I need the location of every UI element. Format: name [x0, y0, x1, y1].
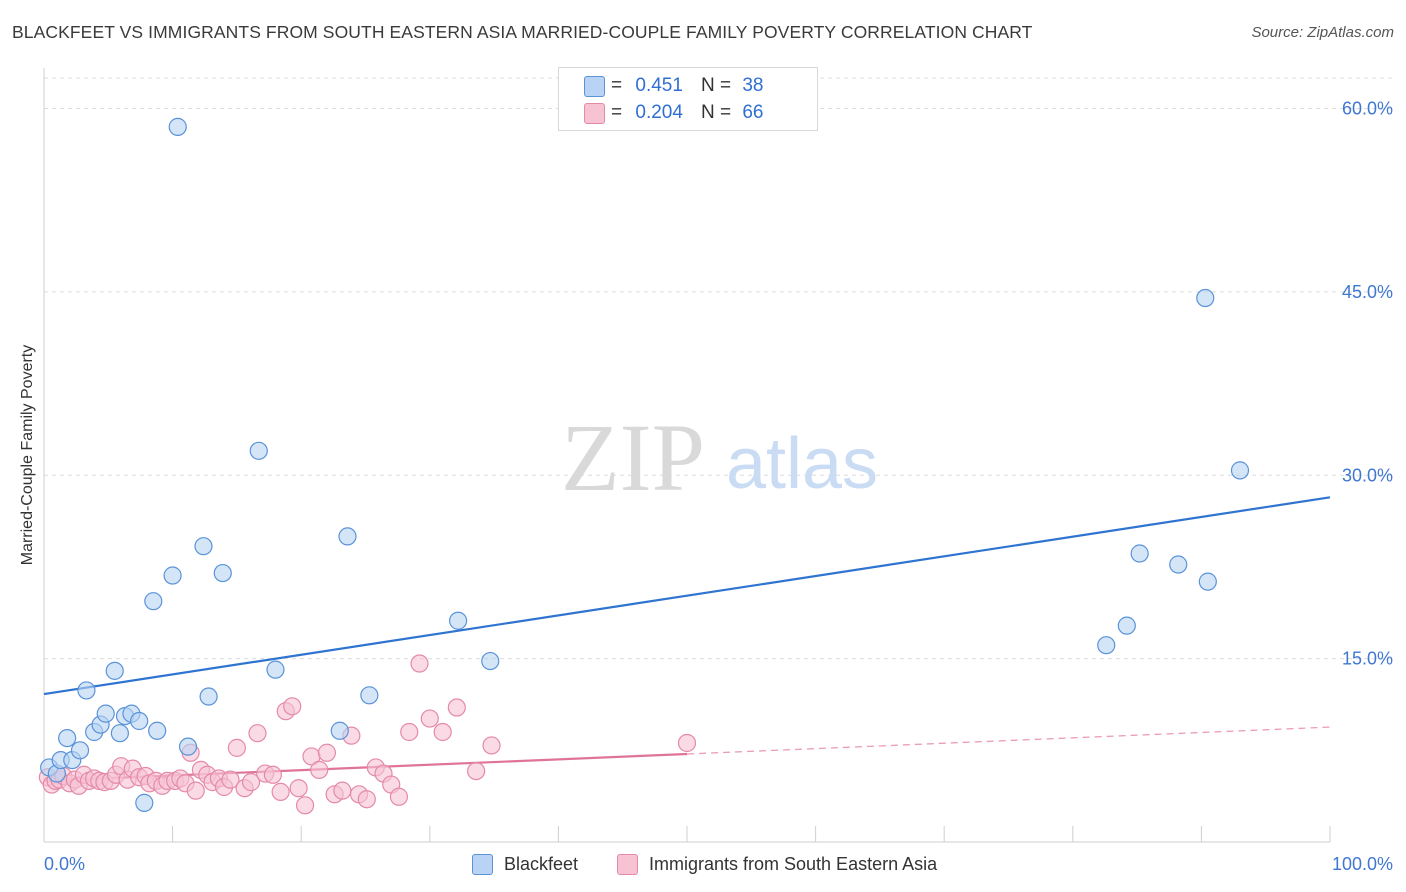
x-tick-label-max: 100.0% [1332, 854, 1393, 874]
stats-legend: R = 0.451 N = 38 R = 0.204 N = 66 [558, 67, 818, 131]
blackfeet-point [1130, 544, 1149, 563]
immigrants-point [482, 736, 501, 755]
immigrants-point [289, 779, 308, 798]
blackfeet-point [163, 566, 182, 585]
blackfeet-point [70, 741, 90, 760]
blackfeet-point [448, 611, 468, 630]
immigrants-point [447, 698, 466, 717]
legend-label: Blackfeet [504, 853, 579, 874]
blackfeet-point [330, 721, 349, 740]
immigrants-point [227, 738, 246, 757]
y-tick-label: 60.0% [1342, 99, 1393, 119]
immigrants-point [410, 654, 429, 673]
blackfeet-point [1097, 636, 1116, 655]
immigrants-point [295, 796, 315, 815]
legend-row-immigrants: R = 0.204 N = 66 [584, 101, 764, 125]
immigrants-point [677, 733, 697, 753]
watermark-zip: ZIP [561, 404, 705, 511]
immigrants-point [241, 773, 261, 792]
blackfeet-point [338, 527, 357, 546]
blackfeet-point [130, 711, 149, 731]
blackfeet-point [1196, 288, 1215, 308]
immigrants-point [271, 782, 290, 801]
immigrants-point [310, 760, 329, 779]
blackfeet-point [1230, 461, 1250, 480]
y-tick-label: 45.0% [1342, 282, 1393, 302]
immigrants-point [420, 709, 439, 728]
n-label: N = [700, 75, 732, 96]
y-tick-label: 15.0% [1342, 649, 1393, 669]
legend-row-blackfeet: R = 0.451 N = 38 [584, 74, 764, 98]
immigrants-point [466, 762, 486, 781]
blackfeet-point [199, 687, 218, 706]
immigrants-point [333, 781, 352, 800]
legend-item-blackfeet: Blackfeet [472, 852, 578, 876]
immigrants-point [221, 770, 240, 789]
chart-title: BLACKFEET VS IMMIGRANTS FROM SOUTH EASTE… [12, 22, 1033, 42]
immigrants-point [389, 787, 409, 806]
blackfeet-point [148, 721, 167, 740]
blackfeet-point [213, 563, 232, 583]
immigrants-trend-extension [686, 726, 1331, 755]
r-value: 0.204 [635, 102, 683, 123]
immigrants-point [263, 765, 283, 784]
immigrants-point [317, 743, 337, 762]
blackfeet-point [178, 737, 198, 756]
blackfeet-point [249, 441, 268, 460]
blackfeet-point [194, 537, 213, 556]
blackfeet-point [144, 592, 163, 611]
tick-labels: 15.0% 30.0% 45.0% 60.0% 0.0% 100.0% [44, 99, 1393, 874]
blackfeet-point [168, 117, 187, 136]
blackfeet-point [481, 651, 500, 671]
gridlines [44, 77, 1393, 660]
blackfeet-point [1169, 555, 1188, 574]
legend-item-immigrants: Immigrants from South Eastern Asia [617, 852, 937, 876]
immigrants-point [433, 722, 452, 742]
immigrants-point [357, 790, 376, 809]
blackfeet-point [135, 793, 154, 812]
blackfeet-point [1117, 616, 1136, 635]
immigrants-swatch [584, 102, 605, 124]
immigrants-point [186, 781, 205, 800]
blackfeet-point [58, 728, 77, 748]
n-value: 38 [742, 75, 764, 96]
watermark-atlas: atlas [726, 424, 878, 504]
blackfeet-point [96, 704, 115, 723]
blackfeet-trend-line [43, 496, 1331, 696]
axes [43, 68, 1331, 843]
watermark: ZIP atlas [561, 404, 878, 511]
blackfeet-swatch [472, 853, 493, 875]
blackfeet-swatch [584, 75, 605, 97]
immigrants-point [400, 722, 419, 742]
source-label: Source: ZipAtlas.com [1251, 24, 1394, 41]
blackfeet-point [360, 686, 379, 705]
blackfeet-point [1198, 572, 1217, 591]
blackfeet-point [105, 661, 124, 680]
n-label: N = [700, 102, 732, 123]
immigrants-swatch [617, 853, 638, 875]
x-tick-label-min: 0.0% [44, 854, 85, 874]
n-value: 66 [742, 102, 764, 123]
r-value: 0.451 [635, 75, 683, 96]
blackfeet-point [77, 681, 96, 700]
data-points [38, 117, 1250, 815]
y-tick-label: 30.0% [1342, 465, 1393, 485]
immigrants-point [283, 697, 302, 716]
blackfeet-point [110, 724, 129, 743]
immigrants-point [248, 724, 267, 743]
legend-label: Immigrants from South Eastern Asia [649, 853, 938, 874]
blackfeet-point [266, 660, 285, 679]
